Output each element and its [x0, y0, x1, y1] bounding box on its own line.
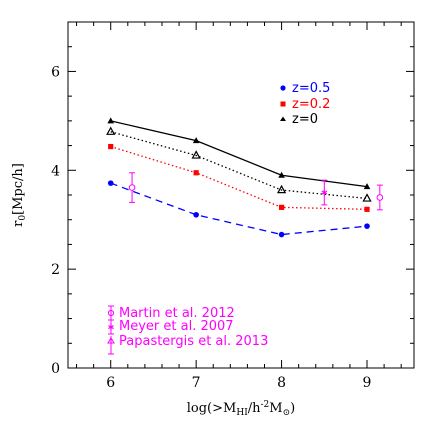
series-line-1: [110, 182, 368, 236]
data-point: [276, 184, 287, 194]
axis-ticks: 6 7 8 9 0 2 4 6: [51, 22, 414, 391]
y-axis-label: r0[Mpc/h]: [11, 163, 28, 227]
series-layer: [106, 117, 372, 238]
x-tick-label: 8: [277, 375, 286, 391]
y-tick-label: 2: [51, 262, 60, 278]
obs-point: [376, 194, 384, 201]
data-point: [106, 126, 116, 135]
obs-point: [128, 184, 136, 191]
obs-legend-label-meyer: Meyer et al. 2007: [119, 319, 234, 334]
observations-legend: Martin et al. 2012 ✱ Meyer et al. 2007 P…: [107, 305, 268, 355]
obs-legend-label-martin: Martin et al. 2012: [119, 306, 235, 321]
x-tick-label: 7: [192, 375, 201, 391]
data-point: [108, 143, 114, 150]
data-point: [278, 231, 285, 238]
data-point: [278, 204, 285, 210]
legend-label-z0: z=0: [292, 112, 318, 127]
data-point: [364, 223, 370, 229]
legend-marker-z02: [280, 101, 286, 107]
legend-marker-z05: [280, 85, 286, 91]
x-tick-label: 9: [363, 375, 372, 391]
data-point: [364, 206, 370, 212]
data-point: [107, 117, 115, 124]
legend-label-z05: z=0.5: [292, 81, 330, 96]
data-point: [192, 137, 200, 144]
data-point: [363, 183, 371, 190]
legend-label-z02: z=0.2: [292, 97, 330, 112]
obs-legend-marker-meyer: ✱: [108, 323, 115, 332]
y-tick-label: 0: [51, 361, 60, 377]
series-line-2: [110, 145, 368, 210]
y-tick-label: 6: [51, 64, 60, 80]
obs-legend-marker-martin: [107, 309, 115, 317]
data-point: [362, 193, 372, 202]
x-axis-label: log(>MHI/h-2M⊙): [187, 400, 295, 418]
observations-layer: ✱: [128, 172, 384, 211]
series-line-4: [110, 131, 368, 200]
data-point: [107, 180, 114, 186]
legend: z=0.5 z=0.2 z=0: [280, 81, 330, 127]
data-point: [278, 171, 285, 178]
obs-legend-label-papastergis: Papastergis et al. 2013: [119, 334, 268, 349]
y-tick-label: 4: [51, 163, 60, 179]
series-line-3: [110, 120, 368, 188]
obs-legend-marker-papastergis: [107, 337, 115, 344]
data-point: [191, 150, 201, 159]
data-point: [193, 211, 199, 218]
obs-point: ✱: [321, 189, 328, 198]
legend-marker-z0: [280, 116, 286, 121]
x-tick-label: 6: [106, 375, 115, 391]
data-point: [193, 170, 199, 176]
